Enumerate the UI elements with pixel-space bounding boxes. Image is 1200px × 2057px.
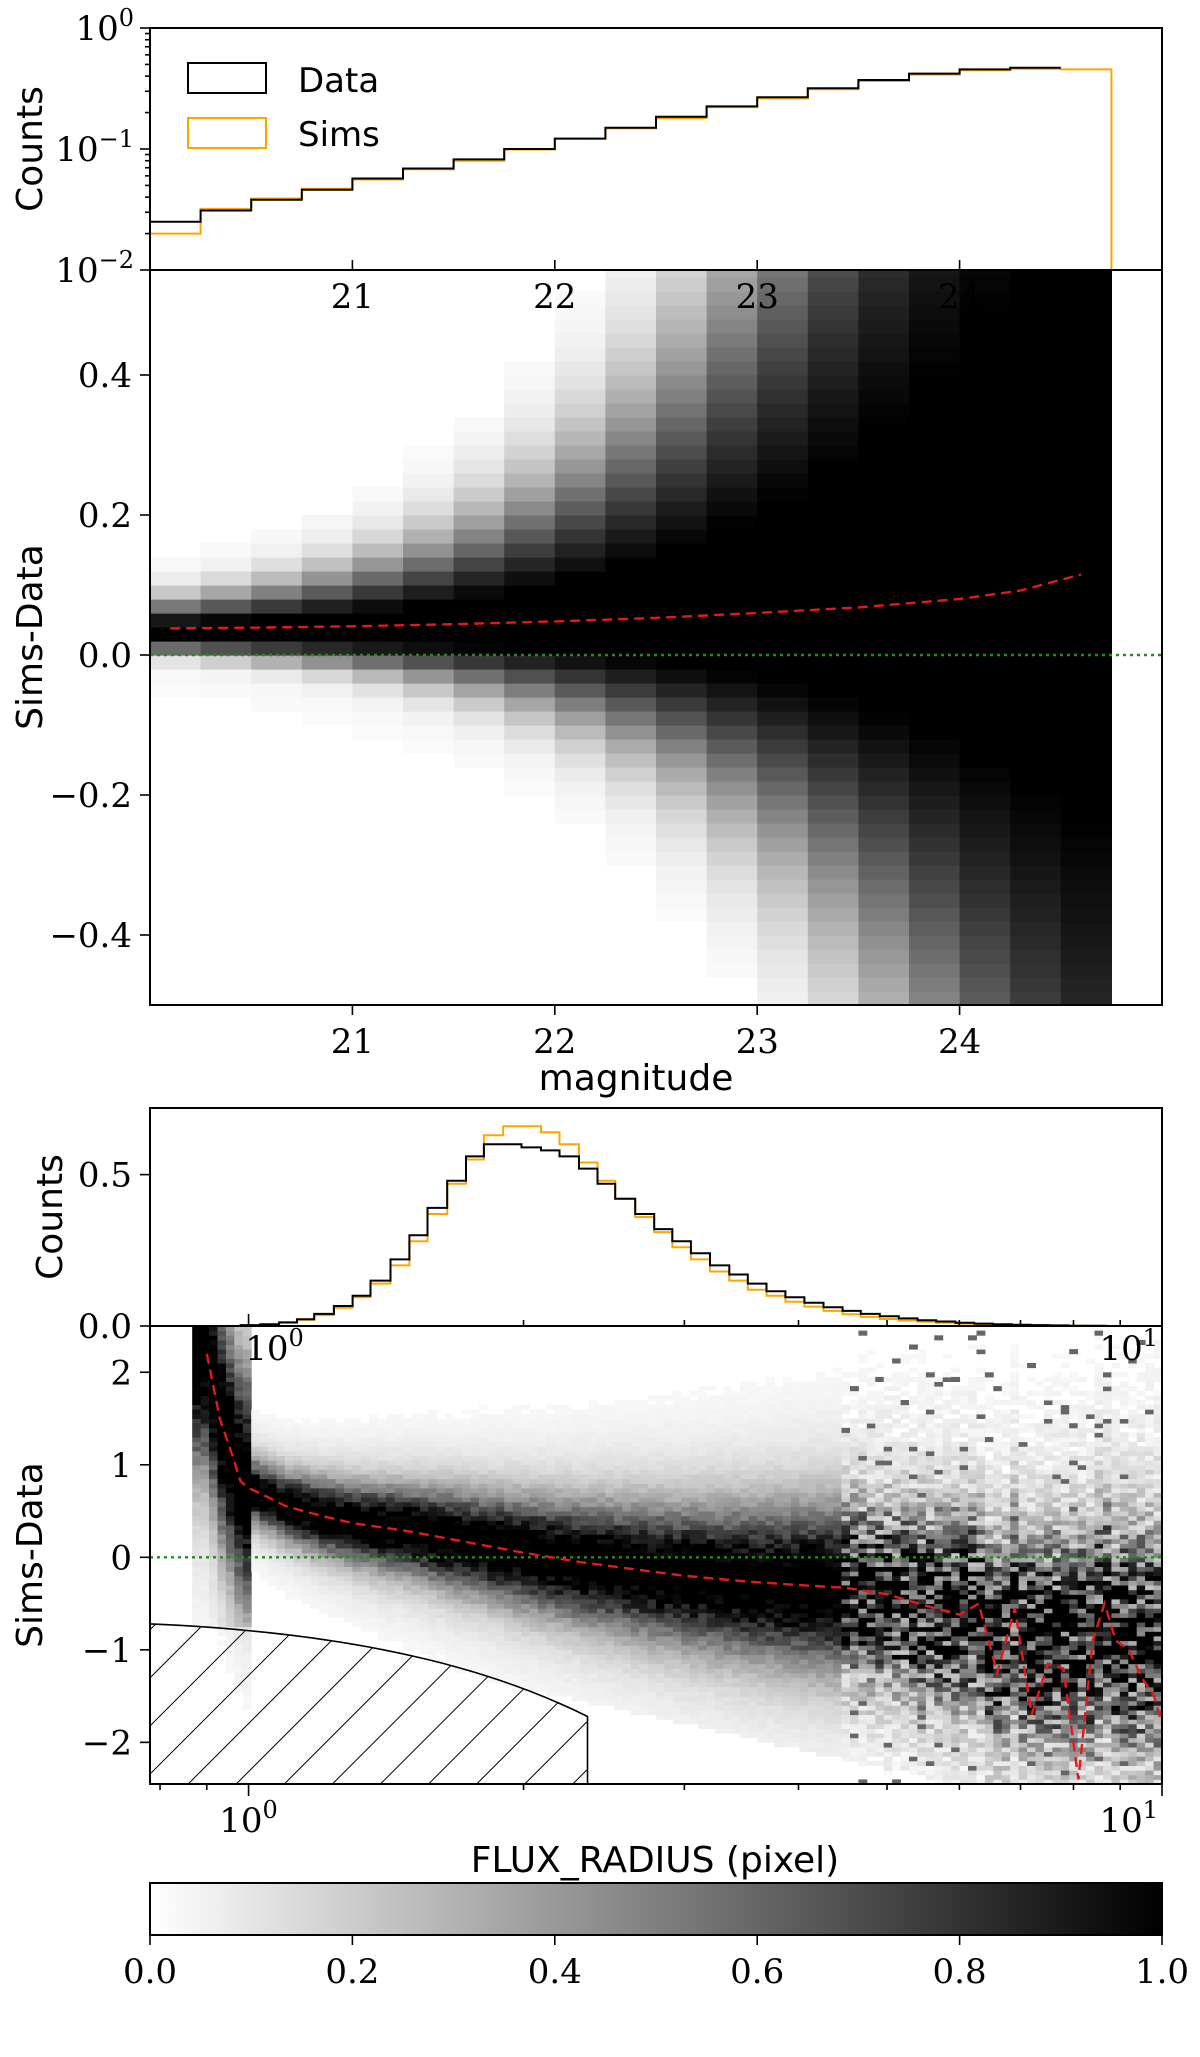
legend-swatch-sims: [187, 117, 267, 149]
radius-histogram-ylabel: Counts: [30, 1154, 71, 1280]
radius-histogram-xtick-label: 100: [245, 1324, 304, 1369]
radius-residual-ytick-label: 2: [110, 1353, 132, 1393]
radius-residual-excluded-region: [150, 1623, 589, 1784]
radius-histogram-data-line: [150, 1143, 1162, 1326]
radius-residual-frame: [149, 1325, 1163, 1785]
magnitude-residual-xtick-label: 24: [938, 1022, 981, 1062]
legend-entry-data: Data: [187, 61, 379, 101]
magnitude-residual-xtick-label: 23: [736, 1022, 779, 1062]
magnitude-residual-panel: 0.4 0.2 0.0 −0.2 −0.4 21 21 22 22 23 23 24 24 magnit…: [10, 260, 1163, 1099]
radius-histogram-ytick-label: 0.5: [78, 1156, 132, 1196]
colorbar-tick-label: 0.0: [123, 1952, 177, 1992]
colorbar-tick-label: 1.0: [1135, 1952, 1189, 1992]
radius-residual-ytick-label: 0: [110, 1538, 132, 1578]
magnitude-histogram-ytick-label: 10−2: [55, 246, 134, 291]
magnitude-residual-xtick-label: 22: [533, 1022, 576, 1062]
magnitude-histogram-ytick-label: 10−1: [55, 125, 134, 170]
radius-histogram-panel: 0.5 0.0 Counts: [30, 1107, 1163, 1347]
colorbar-tick-label: 0.2: [325, 1952, 379, 1992]
colorbar: 0.0 0.2 0.4 0.6 0.8 1.0: [123, 1882, 1189, 1992]
colorbar-gradient: [149, 1882, 1163, 1936]
legend-label-data: Data: [298, 61, 379, 101]
legend: Data Sims: [187, 61, 380, 155]
radius-residual-ytick-label: 1: [110, 1446, 132, 1486]
magnitude-residual-heatmap: [150, 270, 1112, 1005]
magnitude-residual-frame: [149, 269, 1163, 1006]
magnitude-histogram-xtick-label: 23: [736, 277, 779, 317]
radius-histogram-xtick-label: 101: [1099, 1324, 1158, 1369]
radius-residual-ytick-label: −1: [82, 1631, 132, 1671]
radius-residual-xlabel: FLUX_RADIUS (pixel): [471, 1840, 839, 1881]
magnitude-histogram-panel: 100 10−1 10−2 Counts Data Sims: [10, 4, 1163, 291]
magnitude-residual-ylabel: Sims-Data: [10, 544, 51, 730]
radius-residual-xtick-label: 101: [1099, 1796, 1158, 1841]
radius-residual-median-line: [205, 1353, 1162, 1780]
magnitude-residual-median-line: [170, 573, 1082, 630]
magnitude-histogram-ytick-label: 100: [75, 4, 134, 49]
radius-residual-heatmap: [192, 1326, 1162, 1784]
magnitude-residual-ytick-label: −0.4: [49, 916, 132, 956]
magnitude-histogram-ylabel: Counts: [10, 86, 51, 212]
colorbar-tick-label: 0.8: [933, 1952, 987, 1992]
magnitude-histogram-xtick-label: 21: [331, 277, 374, 317]
legend-label-sims: Sims: [298, 115, 380, 155]
magnitude-residual-xlabel: magnitude: [539, 1058, 734, 1099]
magnitude-histogram-data-line: [150, 66, 1061, 223]
radius-residual-ylabel: Sims-Data: [10, 1462, 51, 1648]
magnitude-histogram-sims-line: [150, 67, 1113, 270]
radius-histogram-frame: [149, 1107, 1163, 1327]
radius-residual-ytick-label: −2: [82, 1723, 132, 1763]
colorbar-tick-label: 0.6: [730, 1952, 784, 1992]
legend-swatch-data: [187, 62, 267, 94]
magnitude-histogram-xtick-label: 22: [533, 277, 576, 317]
magnitude-residual-ytick-label: 0.0: [78, 636, 132, 676]
magnitude-histogram-xtick-label: 24: [938, 277, 981, 317]
radius-histogram-ytick-label: 0.0: [78, 1307, 132, 1347]
magnitude-residual-ytick-label: 0.2: [78, 496, 132, 536]
legend-entry-sims: Sims: [187, 115, 380, 155]
magnitude-residual-xtick-label: 21: [331, 1022, 374, 1062]
magnitude-residual-ytick-label: 0.4: [78, 356, 132, 396]
magnitude-residual-ytick-label: −0.2: [49, 776, 132, 816]
radius-residual-xtick-label: 100: [219, 1796, 278, 1841]
colorbar-tick-label: 0.4: [528, 1952, 582, 1992]
radius-histogram-sims-line: [150, 1125, 1162, 1326]
